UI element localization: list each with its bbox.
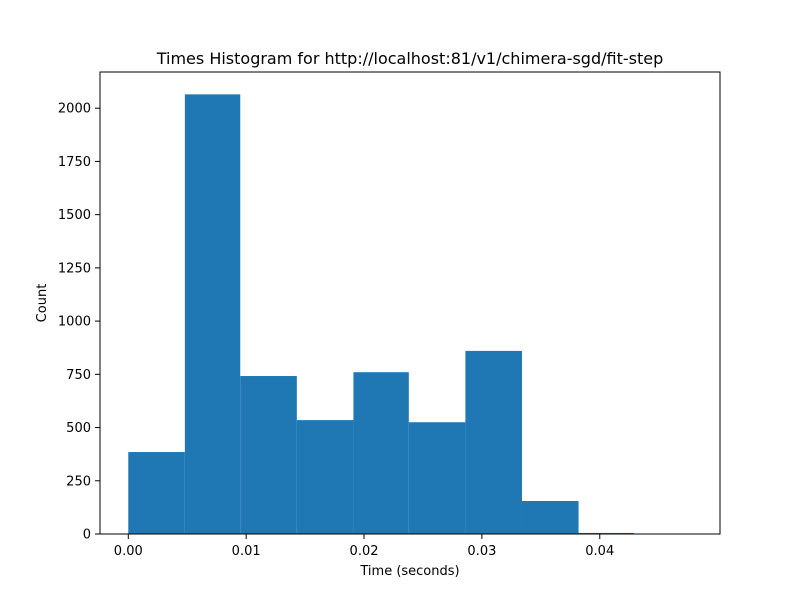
y-tick-label-0: 0	[83, 528, 91, 543]
y-tick-label-3: 750	[66, 368, 91, 383]
histogram-bar-2	[240, 376, 297, 534]
bars-layer	[128, 94, 634, 535]
y-axis-ticks: 0 250 500 750 1000 1250 1500 1750 2000	[58, 102, 100, 543]
chart-title: Times Histogram for http://localhost:81/…	[156, 49, 664, 68]
y-tick-label-4: 1000	[58, 315, 91, 330]
x-tick-label-3: 0.03	[467, 544, 496, 559]
y-tick-label-1: 250	[66, 474, 91, 489]
histogram-bar-1	[184, 94, 241, 535]
histogram-bar-5	[408, 422, 466, 534]
histogram-bar-3	[296, 420, 354, 534]
x-tick-label-2: 0.02	[350, 544, 379, 559]
y-tick-label-2: 500	[66, 421, 91, 436]
x-tick-label-0: 0.00	[114, 544, 143, 559]
y-tick-label-8: 2000	[58, 102, 91, 117]
histogram-bar-4	[353, 372, 409, 534]
y-tick-label-7: 1750	[58, 155, 91, 170]
x-tick-label-4: 0.04	[585, 544, 614, 559]
histogram-bar-6	[465, 350, 522, 534]
y-tick-label-5: 1250	[58, 261, 91, 276]
y-axis-label: Count	[35, 284, 50, 323]
x-axis-ticks: 0.00 0.01 0.02 0.03 0.04	[114, 534, 614, 559]
plot-frame	[99, 71, 721, 535]
x-tick-label-1: 0.01	[232, 544, 261, 559]
x-axis-label: Time (seconds)	[359, 564, 459, 579]
histogram-bar-8	[578, 532, 634, 534]
histogram-bar-7	[521, 501, 579, 534]
y-tick-label-6: 1500	[58, 208, 91, 223]
histogram-bar-0	[128, 452, 185, 534]
